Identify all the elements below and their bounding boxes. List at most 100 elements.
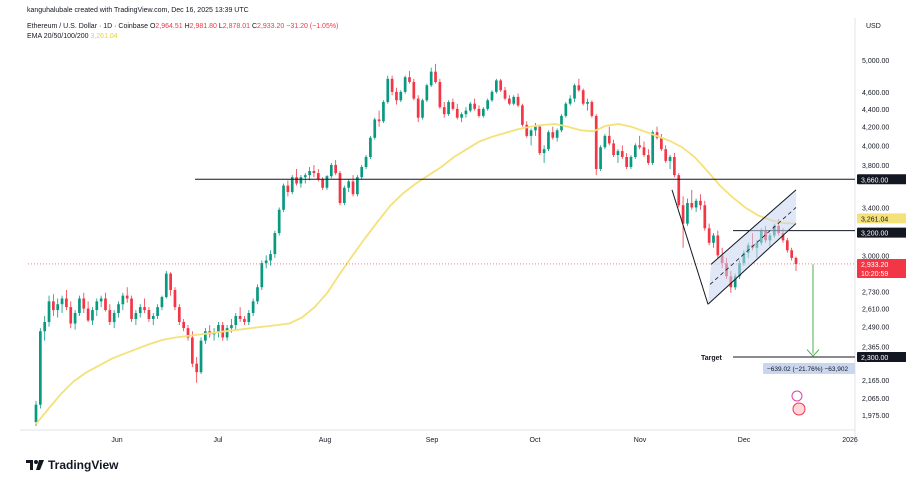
candle-body	[612, 143, 615, 156]
ema-line	[35, 123, 797, 425]
price-badge-3200: 3,200.00	[861, 231, 888, 238]
symbol-name: Ethereum / U.S. Dollar · 1D · Coinbase	[27, 23, 148, 30]
candle-body	[468, 103, 472, 111]
candle-body	[164, 273, 168, 298]
candle-body	[204, 331, 207, 341]
candle-body	[690, 203, 694, 208]
candle-body	[703, 205, 707, 229]
candle-body	[260, 263, 264, 288]
x-tick-label: Jul	[214, 437, 223, 444]
ema-label: EMA 20/50/100/200	[27, 33, 89, 40]
candle-body	[403, 77, 407, 92]
symbol-ohlc-row: Ethereum / U.S. Dollar · 1D · Coinbase O…	[27, 23, 338, 30]
candle-body	[151, 315, 155, 319]
ohlc-close-label: C	[251, 23, 258, 30]
tradingview-logo[interactable]: TradingView	[26, 458, 118, 472]
candle-body	[607, 135, 611, 144]
candle-body	[182, 322, 186, 329]
candle-body	[316, 173, 320, 180]
x-tick-label: Aug	[319, 437, 332, 444]
channel-lower-line	[707, 223, 797, 305]
candle-body	[91, 310, 94, 321]
candle-body	[356, 177, 359, 195]
price-badge-3660: 3,660.00	[861, 177, 888, 184]
candle-body	[586, 101, 589, 104]
price-badge-3660-bg	[857, 174, 906, 185]
y-tick-label: 4,000.00	[862, 143, 889, 150]
candle-body	[577, 85, 581, 91]
price-badge-last: 2,933.20	[861, 262, 888, 269]
candle-body	[408, 77, 411, 83]
y-tick-label: 2,065.00	[862, 396, 889, 403]
ohlc-high-label: H	[184, 23, 190, 30]
candle-body	[664, 149, 668, 161]
candle-body	[534, 126, 537, 131]
candle-body	[147, 310, 151, 319]
candle-body	[568, 98, 572, 104]
candle-body	[477, 108, 481, 116]
candle-body	[69, 307, 73, 324]
ohlc-close: 2,933.20	[257, 23, 285, 30]
candle-body	[377, 119, 381, 122]
candle-body	[382, 101, 385, 122]
candle-body	[243, 318, 246, 323]
x-tick-label: Dec	[738, 437, 751, 444]
candle-body	[121, 295, 125, 305]
candle-body	[638, 145, 642, 148]
candle-body	[386, 78, 390, 102]
y-tick-label: 2,610.00	[862, 307, 889, 314]
candle-body	[716, 235, 720, 256]
candle-body	[503, 90, 507, 99]
candle-body	[677, 175, 681, 206]
candle-body	[95, 301, 99, 311]
candle-body	[733, 276, 737, 288]
y-tick-label: 2,730.00	[862, 289, 889, 296]
y-tick-label: 2,365.00	[862, 344, 889, 351]
ohlc-low: 2,878.01	[222, 23, 251, 30]
candle-body	[542, 149, 546, 154]
candle-body	[43, 322, 47, 332]
candle-body	[460, 114, 463, 118]
candle-body	[52, 301, 55, 311]
y-tick-label: 1,975.00	[862, 413, 889, 420]
price-badge-countdown-bg	[857, 267, 906, 278]
x-tick-label: Sep	[426, 437, 439, 444]
ohlc-open-label: O	[149, 23, 156, 30]
candle-body	[790, 250, 794, 258]
candle-body	[65, 298, 68, 308]
candle-body	[785, 240, 789, 251]
x-tick-label: 2026	[842, 437, 858, 444]
candle-body	[642, 147, 646, 156]
x-tick-label: Jun	[111, 437, 122, 444]
candle-body	[286, 185, 290, 193]
candle-body	[177, 307, 181, 323]
measure-box	[763, 362, 855, 374]
candle-body	[781, 233, 785, 241]
y-tick-label: 4,200.00	[862, 125, 889, 132]
candle-body	[660, 137, 663, 150]
candle-body	[538, 126, 542, 154]
candle-body	[438, 82, 442, 108]
ema-legend-row: EMA 20/50/100/200 3,261.04	[27, 33, 118, 40]
candle-body	[564, 103, 568, 116]
y-tick-label: 4,400.00	[862, 107, 889, 114]
candle-body	[99, 298, 103, 302]
candle-body	[603, 135, 607, 148]
candle-body	[230, 325, 233, 329]
candle-body	[125, 295, 129, 299]
candle-body	[360, 166, 364, 178]
candle-body	[620, 151, 624, 157]
candle-body	[686, 203, 689, 224]
candle-body	[464, 110, 468, 115]
candle-body	[299, 177, 303, 184]
candle-body	[646, 155, 650, 163]
candle-body	[451, 101, 455, 109]
candle-body	[794, 257, 798, 264]
candle-body	[329, 164, 333, 177]
price-badge-last-bg	[857, 258, 906, 269]
candle-body	[395, 91, 398, 101]
candle-body	[494, 80, 498, 92]
candle-body	[625, 156, 628, 167]
candle-body	[399, 91, 403, 101]
